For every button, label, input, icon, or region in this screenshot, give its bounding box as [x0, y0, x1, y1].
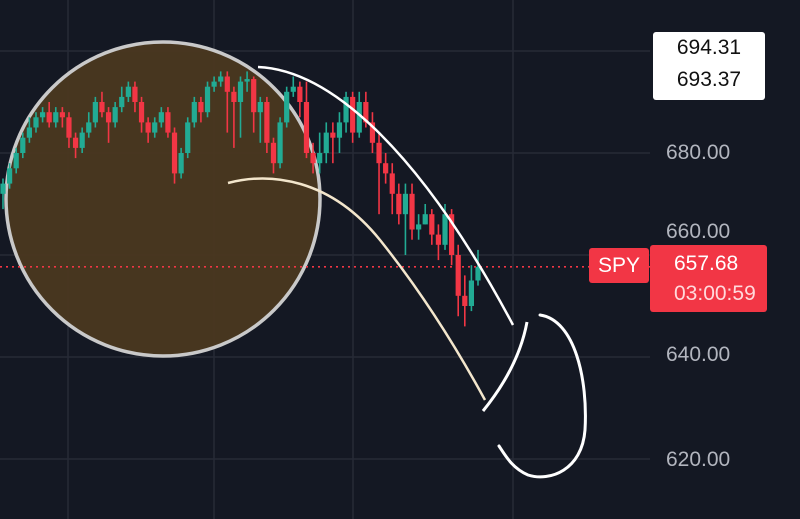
- last-price-value: 657.68: [674, 252, 739, 275]
- candle-body: [132, 86, 138, 102]
- y-tick-label: 640.00: [666, 343, 731, 366]
- candle-body: [310, 153, 316, 164]
- candle-body: [20, 137, 26, 153]
- candle-body: [33, 117, 39, 128]
- y-tick-label: 680.00: [666, 141, 731, 164]
- candle-body: [270, 142, 277, 164]
- candle-body: [46, 112, 52, 123]
- candle-body: [323, 132, 329, 153]
- bar-countdown: 03:00:59: [674, 282, 756, 305]
- candle-body: [363, 102, 369, 123]
- candle-body: [297, 86, 303, 102]
- candle-body: [396, 193, 402, 215]
- candle-body: [99, 102, 105, 113]
- candle-body: [442, 214, 448, 245]
- candle-body: [158, 112, 164, 123]
- candle-body: [257, 102, 263, 113]
- candle-body: [468, 280, 475, 306]
- candle-body: [92, 102, 98, 123]
- last-price-label: 657.68 03:00:59: [650, 245, 767, 312]
- candle-body: [369, 122, 376, 143]
- candle-body: [178, 153, 184, 174]
- candle-body: [290, 86, 296, 92]
- candle-body: [356, 102, 362, 133]
- candle-body: [185, 122, 191, 153]
- candle-body: [145, 122, 151, 133]
- candle-body: [112, 107, 118, 123]
- candle-body: [66, 117, 72, 138]
- candle-body: [198, 102, 204, 113]
- candle-body: [435, 234, 442, 245]
- candle-body: [59, 112, 65, 118]
- candle-body: [237, 81, 244, 102]
- candle-body: [224, 76, 230, 92]
- candle-body: [204, 86, 211, 113]
- y-tick-label: 660.00: [666, 220, 731, 243]
- crosshair-price-labels: 694.31 693.37: [653, 32, 765, 100]
- candle-body: [449, 214, 455, 255]
- candle-body: [422, 214, 428, 225]
- candle-body: [171, 132, 178, 174]
- candle-body: [72, 137, 79, 148]
- candle-body: [376, 142, 382, 164]
- candle-body: [244, 79, 250, 82]
- candle-body: [152, 122, 158, 133]
- candle-body: [264, 102, 270, 143]
- candle-body: [383, 163, 389, 174]
- candle-body: [303, 102, 310, 153]
- candle-body: [336, 122, 343, 138]
- candle-body: [39, 112, 46, 118]
- candle-body: [317, 153, 323, 164]
- crosshair-low-label: 693.37: [676, 68, 742, 91]
- candle-body: [86, 122, 92, 133]
- candle-body: [455, 255, 461, 296]
- symbol-tag: SPY: [589, 248, 649, 283]
- candle-body: [343, 96, 349, 123]
- candle-body: [475, 266, 481, 281]
- candle-body: [0, 183, 6, 194]
- candle-body: [138, 102, 145, 123]
- candle-body: [416, 224, 422, 230]
- candle-body: [330, 132, 336, 138]
- candle-body: [211, 81, 217, 87]
- annotation-upper-curve: [257, 65, 515, 326]
- y-tick-label: 620.00: [666, 448, 731, 471]
- candle-body: [389, 173, 395, 194]
- annotation-u-shape: [497, 313, 587, 479]
- candle-body: [218, 76, 224, 82]
- candle-body: [277, 122, 283, 164]
- candle-body: [251, 79, 257, 113]
- candle-body: [125, 86, 131, 97]
- highlight-circle: [4, 40, 322, 358]
- candle-body: [350, 96, 356, 133]
- candle-body: [462, 295, 468, 306]
- candle-body: [191, 102, 197, 123]
- annotation-lower-curve: [227, 177, 487, 401]
- candle-body: [119, 96, 125, 108]
- candle-body: [165, 112, 171, 133]
- candle-body: [429, 214, 435, 235]
- candle-body: [231, 91, 237, 102]
- crosshair-high-label: 694.31: [676, 36, 742, 59]
- candle-body: [402, 193, 409, 215]
- candle-body: [409, 193, 415, 230]
- candle-body: [26, 127, 32, 138]
- candle-body: [53, 112, 59, 123]
- candle-body: [284, 91, 290, 123]
- candle-body: [6, 168, 13, 184]
- annotation-stroke: [481, 321, 529, 412]
- candle-body: [13, 153, 19, 169]
- candle-body: [105, 112, 112, 123]
- candle-body: [79, 132, 85, 148]
